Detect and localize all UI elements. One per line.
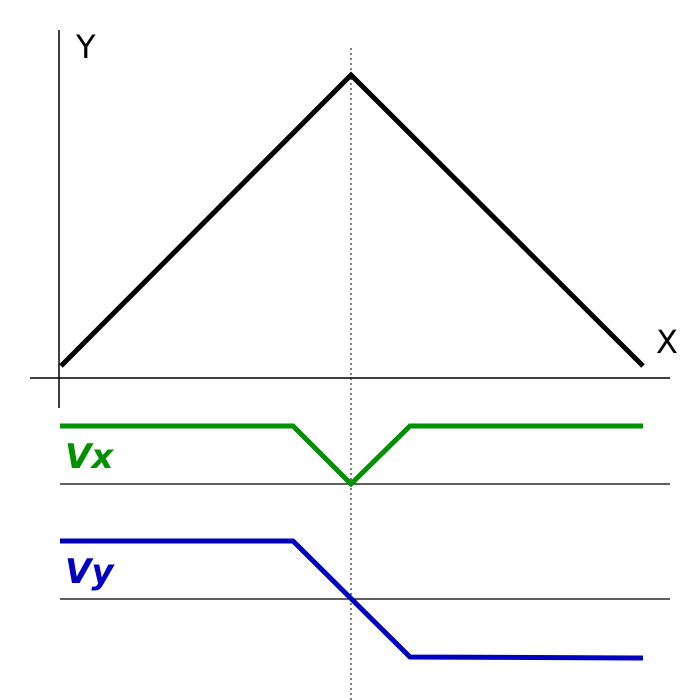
vx-curve xyxy=(60,423,643,488)
y-axis-label: Y xyxy=(75,28,96,66)
trajectory xyxy=(59,71,645,368)
vy-label: Vy xyxy=(65,552,115,592)
x-axis-label: X xyxy=(656,323,678,361)
vy-curve xyxy=(60,538,644,661)
vx-label: Vx xyxy=(65,437,114,477)
